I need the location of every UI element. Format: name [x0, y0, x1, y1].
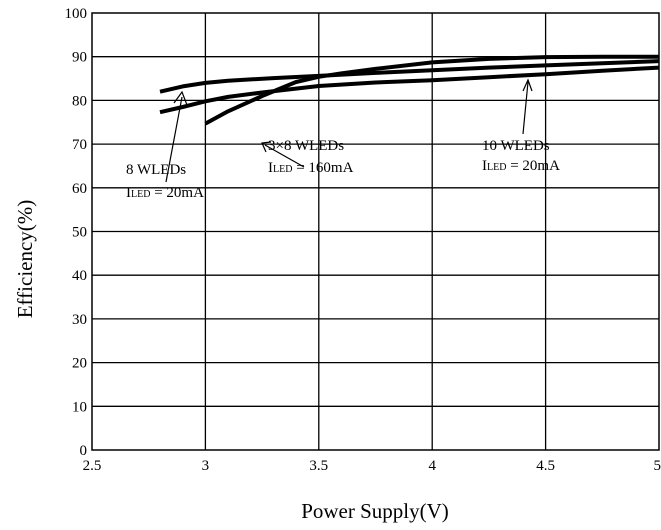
annotation-8-wleds: 8 WLEDs ILED = 20mA: [126, 90, 204, 201]
annotation-3x8-wleds-sub: LED: [273, 164, 292, 175]
y-tick-label: 20: [72, 356, 87, 372]
annotation-8-wleds-i: I: [126, 185, 131, 201]
annotation-10-wleds-i: I: [482, 158, 487, 174]
annotation-8-wleds-line1: 8 WLEDs: [126, 162, 186, 178]
annotation-10-wleds-line2: ILED = 20mA: [482, 158, 560, 174]
annotation-3x8-wleds-leader: [264, 144, 305, 168]
annotation-8-wleds-value: = 20mA: [150, 185, 204, 201]
annotation-8-wleds-leader: [165, 96, 183, 183]
x-tick-labels: 2.5 3 3.5 4 4.5 5: [83, 458, 661, 474]
y-tick-label: 0: [80, 443, 88, 459]
y-tick-label: 50: [72, 225, 87, 241]
annotation-10-wleds-sub: LED: [487, 162, 506, 173]
x-tick-label: 4: [428, 458, 436, 474]
annotation-10-wleds-arrowhead: [522, 78, 533, 92]
x-tick-label: 3: [202, 458, 210, 474]
annotation-3x8-wleds-i: I: [268, 160, 273, 176]
y-tick-label: 70: [72, 137, 87, 153]
annotation-3x8-wleds: 3×8 WLEDs ILED = 160mA: [261, 138, 354, 176]
y-tick-label: 100: [65, 6, 88, 22]
y-tick-label: 10: [72, 399, 87, 415]
x-tick-label: 2.5: [83, 458, 102, 474]
y-tick-label: 40: [72, 268, 87, 284]
y-tick-label: 80: [72, 93, 87, 109]
y-tick-label: 90: [72, 50, 87, 66]
grid: [92, 13, 659, 450]
annotation-8-wleds-sub: LED: [131, 189, 150, 200]
x-tick-label: 5: [654, 458, 661, 474]
series-line-3: [204, 54, 659, 126]
annotation-8-wleds-line2: ILED = 20mA: [126, 185, 204, 201]
x-axis-title: Power Supply(V): [301, 499, 449, 523]
annotation-3x8-wleds-line2: ILED = 160mA: [268, 160, 354, 176]
annotation-8-wleds-arrowhead: [173, 90, 188, 106]
x-tick-label: 4.5: [536, 458, 555, 474]
series-line-2: [159, 65, 660, 115]
annotation-10-wleds-value: = 20mA: [506, 158, 560, 174]
y-tick-label: 60: [72, 181, 87, 197]
annotation-3x8-wleds-arrowhead: [261, 141, 272, 153]
plot-frame: [91, 12, 660, 451]
annotation-3x8-wleds-line1: 3×8 WLEDs: [268, 138, 344, 154]
annotation-10-wleds-line1: 10 WLEDs: [482, 138, 550, 154]
y-axis-title: Efficiency(%): [13, 200, 37, 319]
annotation-3x8-wleds-value: = 160mA: [292, 160, 353, 176]
x-tick-label: 3.5: [309, 458, 328, 474]
y-tick-label: 30: [72, 312, 87, 328]
series-group: [159, 54, 660, 126]
y-tick-labels: 0 10 20 30 40 50 60 70 80 90 100: [65, 6, 88, 459]
annotation-10-wleds-leader: [522, 81, 529, 135]
annotation-10-wleds: 10 WLEDs ILED = 20mA: [482, 78, 560, 174]
